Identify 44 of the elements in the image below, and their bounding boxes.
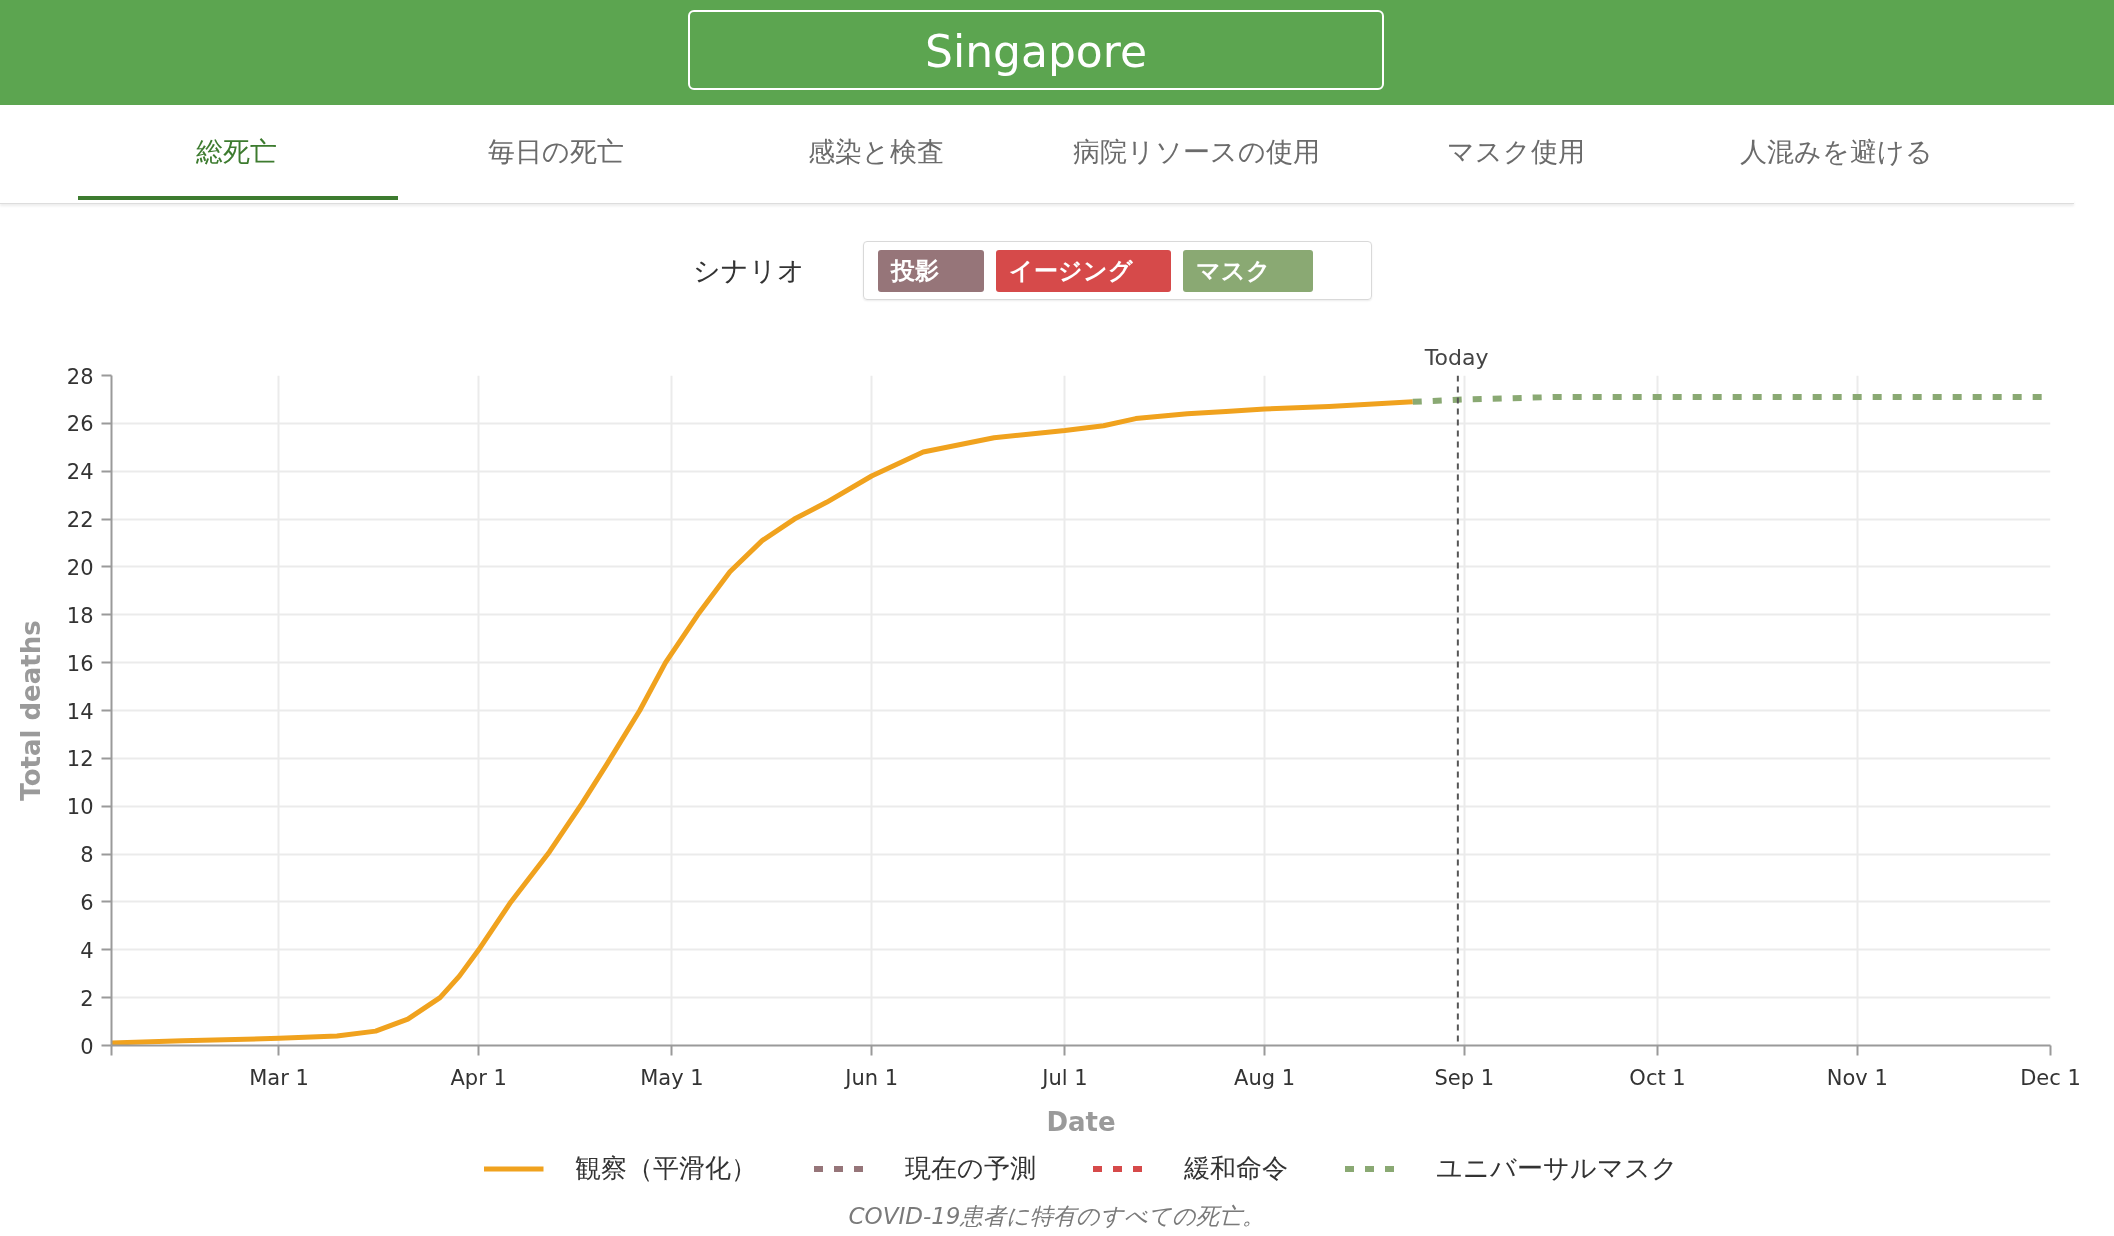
legend-label: ユニバーサルマスク (1436, 1151, 1678, 1185)
x-tick-label: Oct 1 (1629, 1065, 1686, 1090)
y-tick-label: 6 (80, 890, 94, 915)
x-tick-label: Aug 1 (1234, 1065, 1296, 1090)
y-tick-label: 14 (66, 699, 94, 724)
ref-line-label: Today (1423, 344, 1489, 370)
legend-label: 現在の予測 (905, 1151, 1036, 1185)
legend-label: 緩和命令 (1184, 1151, 1288, 1185)
text: COVID-19患者に特有のすべての死亡。 (847, 1202, 1267, 1231)
y-tick-label: 26 (66, 412, 94, 437)
y-tick-label: 4 (80, 938, 94, 963)
text: マスク使用 (1446, 135, 1586, 169)
x-tick-label: Jul 1 (1040, 1065, 1088, 1090)
y-tick-label: 16 (66, 651, 94, 676)
x-tick-label: Dec 1 (2020, 1065, 2081, 1090)
y-tick-label: 22 (66, 508, 94, 533)
legend-label: 観察（平滑化） (575, 1151, 757, 1185)
text: シナリオ (692, 254, 805, 288)
x-tick-label: Sep 1 (1434, 1065, 1495, 1090)
text: 総死亡 (194, 135, 278, 169)
y-tick-label: 8 (80, 843, 94, 868)
x-tick-label: Mar 1 (249, 1065, 309, 1090)
text: マスク (1183, 250, 1313, 292)
text: イージング (996, 250, 1171, 292)
y-tick-label: 28 (66, 364, 94, 389)
text: 毎日の死亡 (487, 135, 625, 169)
text: 感染と検査 (807, 135, 945, 169)
chart-title: Singapore (688, 10, 1384, 90)
x-tick-label: Nov 1 (1826, 1065, 1888, 1090)
y-tick-label: 18 (66, 603, 94, 628)
x-tick-label: Apr 1 (450, 1065, 507, 1090)
text: 病院リソースの使用 (1071, 135, 1321, 169)
y-tick-label: 0 (80, 1034, 94, 1059)
y-tick-label: 20 (66, 555, 94, 580)
x-axis-title: Date (1046, 1106, 1116, 1137)
text: 人混みを避ける (1738, 135, 1934, 169)
y-tick-label: 24 (66, 460, 94, 485)
y-tick-label: 12 (66, 747, 94, 772)
x-tick-label: May 1 (640, 1065, 704, 1090)
y-tick-label: 2 (80, 986, 94, 1011)
y-axis-title: Total deaths (15, 620, 46, 801)
y-tick-label: 10 (66, 795, 94, 820)
text: 投影 (878, 250, 984, 292)
x-tick-label: Jun 1 (843, 1065, 899, 1090)
